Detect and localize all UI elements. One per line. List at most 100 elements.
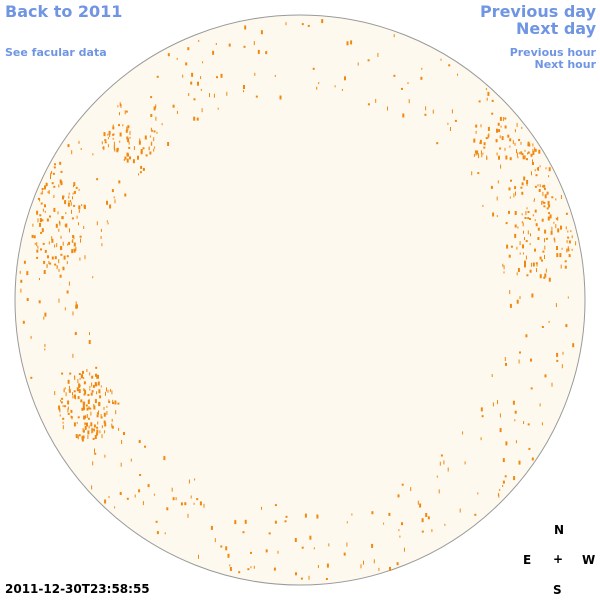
facula-mark: [144, 135, 147, 140]
next-day-link[interactable]: Next day: [516, 19, 596, 38]
facula-mark: [99, 395, 102, 399]
facula-mark: [521, 153, 524, 156]
facula-mark: [544, 229, 547, 234]
facula-mark: [92, 384, 95, 388]
facula-mark: [134, 494, 136, 498]
facula-mark: [523, 230, 524, 234]
facula-mark: [50, 175, 51, 180]
facula-mark: [86, 422, 88, 427]
facula-mark: [103, 420, 106, 424]
facula-mark: [36, 249, 39, 253]
facula-mark: [41, 190, 43, 195]
facula-mark: [126, 152, 129, 157]
facula-mark: [242, 531, 245, 534]
facula-mark: [65, 223, 68, 228]
facula-mark: [145, 154, 148, 157]
facula-mark: [44, 249, 47, 253]
facula-mark: [111, 189, 114, 193]
facula-mark: [68, 241, 71, 245]
facula-mark: [517, 268, 520, 272]
facula-mark: [520, 151, 523, 155]
facula-mark: [537, 227, 540, 231]
facula-mark: [63, 389, 65, 392]
facula-mark: [122, 124, 124, 127]
see-facular-data-link[interactable]: See facular data: [5, 46, 107, 59]
facula-mark: [82, 401, 85, 404]
facula-mark: [26, 271, 29, 276]
facula-mark: [544, 273, 547, 278]
facula-mark: [180, 502, 183, 506]
facula-mark: [60, 253, 63, 256]
facula-mark: [60, 399, 62, 402]
facula-mark: [510, 245, 513, 248]
facula-mark: [198, 39, 200, 42]
facula-mark: [72, 395, 74, 399]
facula-mark: [53, 207, 56, 212]
facula-mark: [163, 456, 166, 461]
facula-mark: [532, 143, 534, 147]
previous-hour-link[interactable]: Previous hour: [509, 46, 596, 59]
facula-mark: [227, 553, 230, 558]
facula-mark: [502, 485, 504, 487]
facula-mark: [508, 187, 511, 191]
facula-mark: [378, 567, 380, 571]
facula-mark: [83, 403, 85, 406]
facula-mark: [62, 267, 65, 271]
facula-mark: [142, 501, 144, 506]
facula-mark: [46, 218, 49, 222]
facula-mark: [516, 272, 518, 276]
next-hour-link[interactable]: Next hour: [534, 58, 597, 71]
facula-mark: [214, 538, 216, 543]
facula-mark: [408, 99, 410, 104]
facula-mark: [464, 461, 466, 465]
back-to-year-link[interactable]: Back to 2011: [5, 2, 123, 21]
facula-mark: [44, 210, 46, 213]
facula-mark: [70, 201, 72, 206]
facula-mark: [61, 397, 64, 400]
facula-mark: [78, 140, 80, 144]
facula-mark: [564, 265, 567, 269]
facula-mark: [312, 67, 315, 70]
facula-mark: [123, 432, 125, 435]
facula-mark: [243, 45, 246, 48]
facula-mark: [528, 447, 531, 450]
facula-mark: [78, 205, 81, 210]
facula-mark: [115, 410, 117, 415]
facula-mark: [64, 405, 67, 408]
facula-mark: [100, 385, 102, 388]
facula-mark: [520, 186, 523, 189]
facula-mark: [105, 391, 106, 396]
facula-mark: [190, 495, 192, 499]
facula-mark: [518, 139, 521, 141]
facula-mark: [543, 205, 546, 208]
facula-mark: [530, 262, 532, 267]
facula-mark: [536, 268, 537, 273]
facula-mark: [560, 264, 562, 269]
facula-mark: [172, 497, 175, 501]
facula-mark: [81, 437, 84, 442]
facula-mark: [37, 197, 40, 200]
facula-mark: [517, 156, 519, 159]
facula-mark: [94, 399, 97, 404]
facula-mark: [98, 389, 101, 394]
facula-mark: [496, 215, 498, 218]
facula-mark: [188, 479, 190, 484]
facula-mark: [346, 542, 348, 547]
previous-day-link[interactable]: Previous day: [479, 2, 596, 21]
facula-mark: [524, 149, 526, 152]
facula-mark: [153, 493, 155, 496]
facula-mark: [404, 547, 405, 552]
facula-mark: [438, 489, 440, 494]
facula-mark: [83, 377, 85, 379]
facula-mark: [512, 400, 515, 405]
facula-mark: [36, 256, 39, 259]
facula-mark: [273, 567, 276, 571]
facula-mark: [350, 40, 353, 45]
facula-mark: [176, 57, 178, 60]
facula-mark: [509, 290, 511, 295]
facula-mark: [534, 248, 536, 252]
facula-mark: [529, 243, 531, 246]
facula-mark: [119, 132, 122, 137]
facula-mark: [51, 170, 53, 174]
facula-mark: [553, 237, 555, 241]
